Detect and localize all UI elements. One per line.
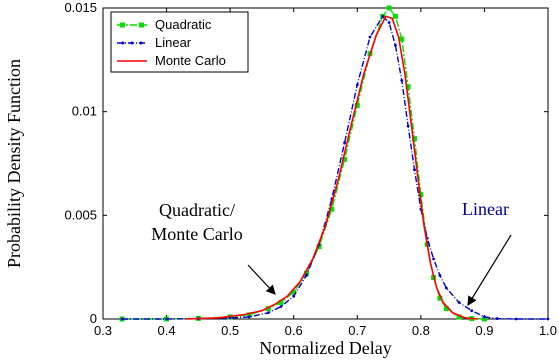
annotation-text: Quadratic/ (159, 200, 235, 220)
series-linear (120, 14, 550, 321)
series-point (406, 124, 410, 128)
x-tick-label: 0.7 (348, 323, 366, 338)
series-point (546, 317, 550, 321)
series-point (443, 306, 449, 312)
x-tick-label: 0.4 (158, 323, 176, 338)
y-tick-label: 0.015 (64, 0, 97, 15)
annotation-arrow (467, 234, 512, 307)
series-point (394, 43, 397, 47)
series-monte-carlo (185, 15, 479, 320)
legend-label: Monte Carlo (155, 53, 226, 68)
y-axis: 0 0.005 0.01 0.015 (64, 0, 548, 326)
series-point (368, 35, 372, 39)
y-tick-label: 0.01 (72, 104, 97, 119)
series-point (381, 14, 385, 18)
series-point (165, 317, 168, 321)
series-point (279, 305, 283, 308)
series-point (432, 257, 435, 261)
x-axis-label: Normalized Delay (259, 338, 391, 358)
series-point (329, 206, 335, 212)
annotation: Linear (462, 199, 512, 307)
annotation-arrow (247, 264, 276, 295)
series-point (120, 317, 124, 321)
series-point (444, 286, 448, 290)
series-point (303, 270, 309, 276)
legend-marker (130, 41, 134, 45)
series-point (437, 295, 443, 301)
x-tick-label: 0.6 (285, 323, 303, 338)
series-point (305, 274, 308, 277)
series-point (400, 79, 404, 82)
plot-area (102, 7, 549, 320)
y-tick-label: 0 (90, 311, 97, 326)
x-tick-label: 0.9 (475, 323, 493, 338)
series-point (495, 317, 499, 320)
series-point (481, 316, 487, 322)
annotation-text: Monte Carlo (151, 224, 243, 244)
series-point (266, 311, 270, 315)
legend-marker (120, 22, 125, 28)
series-line (185, 15, 479, 320)
series-point (316, 243, 322, 249)
series-point (514, 317, 518, 321)
series-point (265, 306, 271, 312)
series-point (386, 5, 392, 11)
series-point (343, 141, 346, 145)
legend-marker (139, 41, 143, 45)
series-point (483, 315, 486, 319)
annotation: Quadratic/Monte Carlo (151, 200, 276, 295)
series-point (354, 102, 360, 108)
series-point (412, 136, 417, 142)
legend-item: Quadratic (117, 17, 212, 32)
series-point (457, 301, 461, 304)
series-layer (119, 5, 550, 322)
x-axis: 0.3 0.4 0.5 0.6 0.7 0.8 0.9 1.0 (94, 8, 557, 338)
series-point (438, 274, 442, 277)
y-tick-label: 0.005 (64, 207, 97, 222)
legend-marker (139, 22, 144, 28)
series-point (405, 84, 411, 90)
legend: Quadratic Linear Monte Carlo (110, 11, 249, 73)
annotation-text: Linear (462, 199, 509, 219)
series-point (456, 314, 462, 320)
series-point (413, 168, 416, 172)
legend-marker (121, 41, 125, 45)
legend-box (110, 11, 249, 73)
x-tick-label: 0.5 (221, 323, 239, 338)
annotations: Quadratic/Monte Carlo Linear (151, 199, 512, 307)
series-point (355, 83, 359, 87)
series-point (387, 21, 391, 24)
legend-label: Linear (155, 35, 192, 50)
legend-label: Quadratic (155, 17, 212, 32)
series-point (470, 309, 474, 313)
x-tick-label: 1.0 (539, 323, 557, 338)
series-point (392, 13, 398, 19)
y-axis-label: Probability Density Function (4, 59, 24, 268)
series-point (278, 299, 284, 305)
series-point (399, 36, 405, 42)
plot-frame (102, 7, 549, 320)
x-tick-label: 0.8 (412, 323, 430, 338)
x-tick-label: 0.3 (94, 323, 112, 338)
series-point (247, 315, 251, 319)
series-point (291, 289, 297, 295)
series-point (342, 156, 348, 162)
legend-item: Linear (117, 35, 192, 50)
series-point (292, 294, 296, 298)
legend-item: Monte Carlo (117, 53, 226, 68)
series-point (246, 312, 252, 318)
